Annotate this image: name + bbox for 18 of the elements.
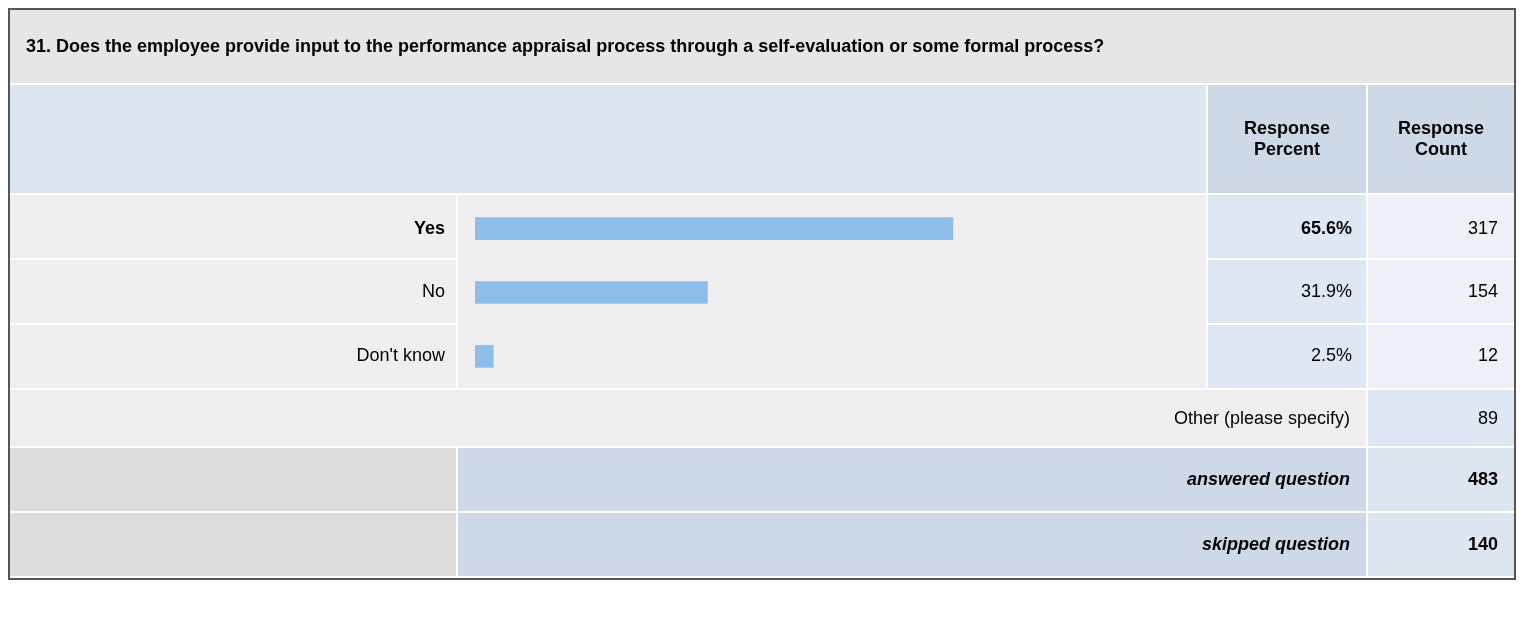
y-tick-label: No — [421, 281, 445, 302]
y-tick-label: Don't know — [356, 345, 446, 366]
text: answered question — [1186, 469, 1350, 490]
text: skipped question — [1201, 534, 1350, 555]
text: 483 — [1467, 469, 1498, 490]
text: 154 — [1467, 281, 1498, 302]
y-tick-label: Yes — [413, 217, 445, 238]
data-label: 31.9% — [1300, 281, 1352, 302]
text: Response Count — [1397, 118, 1485, 160]
data-label: 2.5% — [1310, 345, 1352, 366]
text: 140 — [1467, 534, 1498, 555]
text: 12 — [1477, 345, 1498, 366]
text: 317 — [1467, 217, 1498, 238]
text: Other (please specify) — [1173, 407, 1350, 429]
text: 89 — [1477, 407, 1498, 429]
chart-title: 31. Does the employee provide input to the performance appraisal process through a self-evaluation or some formal process? — [26, 36, 1105, 56]
data-label: 65.6% — [1300, 217, 1352, 238]
text: Response Percent — [1243, 118, 1331, 160]
